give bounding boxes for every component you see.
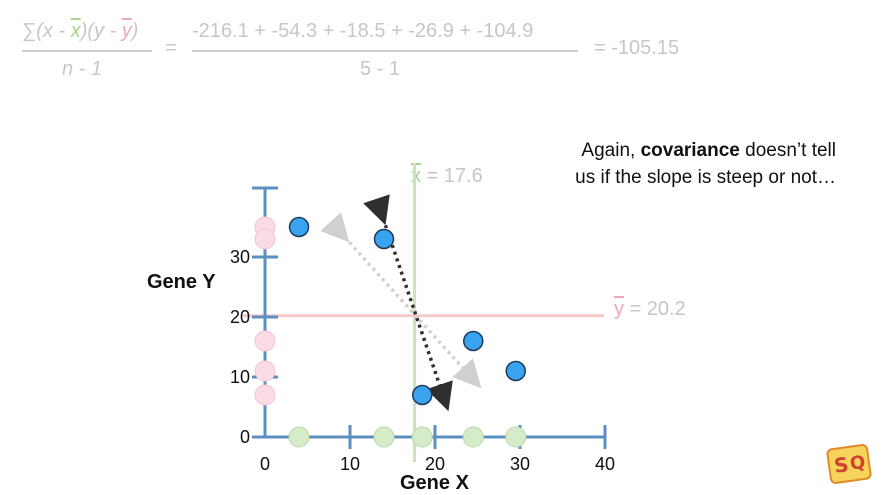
x-projection (288, 426, 310, 448)
x-projection (462, 426, 484, 448)
y-projection (254, 384, 276, 406)
x-projection (411, 426, 433, 448)
x-tick-label: 30 (510, 454, 530, 474)
formula-sum-denominator: 5 - 1 (360, 58, 401, 80)
y-projection (254, 228, 276, 250)
shallow-slope-arrow (320, 212, 482, 389)
x-tick-label: 10 (340, 454, 360, 474)
statquest-logo: S Q (825, 443, 873, 485)
x-tick-label: 20 (425, 454, 445, 474)
y-projection (254, 330, 276, 352)
x-axis-title: Gene X (400, 472, 469, 494)
y-projection (254, 360, 276, 382)
x-projection (505, 426, 527, 448)
data-point (463, 330, 484, 352)
mean-y-label: y = 20.2 (614, 298, 686, 320)
formula-left-divider (22, 50, 152, 52)
x-projection (373, 426, 395, 448)
logo-mark-2: Q (848, 451, 867, 475)
logo-mark: S (832, 452, 851, 478)
formula-right-divider (192, 50, 578, 52)
data-point (412, 384, 433, 406)
formula-sum-numerator: -216.1 + -54.3 + -18.5 + -26.9 + -104.9 (192, 20, 534, 42)
x-tick-label: 40 (595, 454, 615, 474)
y-bar-symbol: y (121, 20, 132, 42)
sigma-symbol: ∑ (22, 20, 37, 42)
y-axis-title: Gene Y (147, 271, 216, 293)
x-bar-symbol: x (70, 20, 81, 42)
data-point (288, 216, 310, 238)
y-tick-label: 10 (230, 367, 250, 387)
y-tick-label: 20 (230, 307, 250, 327)
x-tick-label: 0 (260, 454, 270, 474)
mean-y-symbol: y (614, 298, 624, 320)
data-point (373, 228, 395, 250)
formula-numerator: ∑(x - x)(y - y) (22, 20, 139, 42)
caption-bold-term: covariance (640, 140, 740, 161)
data-point (505, 360, 526, 382)
y-tick-label: 0 (240, 427, 250, 447)
formula-equals: = (165, 37, 177, 59)
y-tick-label: 30 (230, 247, 250, 267)
formula-result: = -105.15 (594, 37, 680, 59)
caption: Again, covariance doesn’t tell us if the… (575, 140, 836, 188)
steep-slope-arrow (363, 194, 453, 412)
formula-denominator: n - 1 (62, 58, 103, 80)
